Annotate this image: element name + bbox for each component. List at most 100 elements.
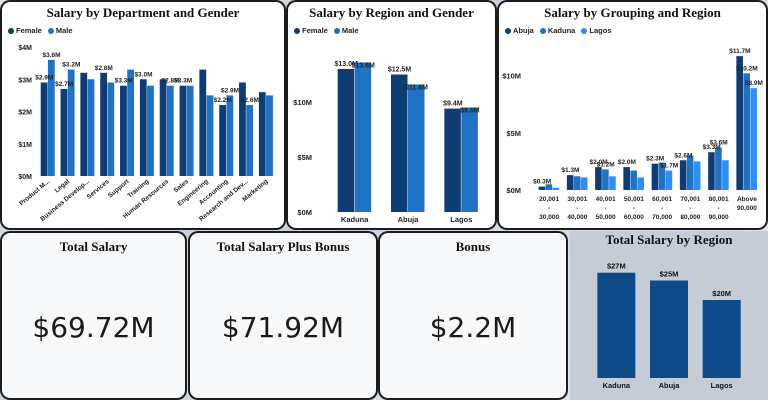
data-label: $2.2M: [214, 97, 232, 104]
legend-swatch: [8, 27, 14, 34]
bar: [623, 167, 630, 190]
x-tick-label: 80,000: [680, 214, 700, 221]
legend-item[interactable]: Female: [8, 26, 42, 35]
bar: [538, 186, 546, 190]
y-tick-label: $0M: [18, 174, 32, 181]
y-tick-label: $4M: [18, 45, 32, 52]
chart-title: Total Salary by Region: [605, 232, 733, 247]
chart-title: Salary by Department and Gender: [46, 5, 240, 20]
data-label: $3.3M: [703, 144, 721, 151]
x-tick-label: 50,001: [624, 196, 644, 203]
bar: [602, 169, 609, 190]
grouping-region-card: Salary by Grouping and Region Abuja Kadu…: [499, 2, 766, 228]
x-tick-label: 30,000: [539, 214, 559, 221]
bar: [708, 152, 715, 190]
data-label: $2.9M: [221, 87, 239, 94]
total-salary-plus-bonus-card: Total Salary Plus Bonus $71.92M: [190, 233, 376, 398]
kpi-value: $2.2M: [429, 311, 517, 344]
data-label: $2.0M: [590, 159, 608, 166]
bar: [743, 73, 750, 190]
legend-item[interactable]: Male: [47, 26, 73, 35]
data-label: $2.8M: [161, 78, 179, 85]
total-salary-region-card: Total Salary by Region $27M Kaduna $25M Abu…: [570, 231, 768, 400]
legend-label: Female: [302, 26, 328, 35]
bar: [750, 88, 757, 190]
data-label: $20M: [712, 289, 731, 298]
data-label: $27M: [607, 262, 626, 271]
data-label: $9.5M: [460, 108, 480, 115]
bar: [127, 69, 135, 176]
bar: [147, 85, 154, 176]
bar: [120, 85, 127, 176]
bar: [100, 72, 108, 176]
bar: [637, 177, 644, 190]
legend-label: Abuja: [513, 26, 534, 35]
legend-label: Kaduna: [547, 26, 576, 35]
bar: [199, 69, 207, 176]
x-tick-label: Abuja: [398, 215, 420, 224]
bar: [40, 82, 48, 176]
bar: [159, 79, 167, 176]
data-label: $1.7M: [660, 163, 678, 170]
data-label: $2.8M: [95, 65, 113, 72]
legend-swatch: [539, 27, 546, 34]
x-tick-label: Abuja: [659, 381, 681, 390]
x-tick-label: 40,001: [596, 196, 616, 203]
bar: [408, 84, 425, 212]
legend-item[interactable]: Abuja: [505, 26, 534, 35]
kpi-value: $71.92M: [221, 311, 345, 344]
y-tick-label: $5M: [506, 129, 521, 138]
region-gender-chart: $0M $5M $10M $13.0M$13.6M Kaduna $12.5M $11.6M…: [293, 61, 480, 224]
x-tick-label: Kaduna: [603, 381, 631, 390]
legend-item[interactable]: Kaduna: [539, 26, 576, 35]
bar: [139, 79, 147, 176]
bar: [206, 95, 214, 176]
bar: [595, 167, 602, 190]
legend: Female Male: [294, 26, 359, 35]
legend-item[interactable]: Lagos: [581, 26, 611, 35]
y-tick-label: $3M: [18, 77, 32, 84]
x-tick-label: Above: [737, 196, 757, 203]
legend-swatch: [333, 27, 340, 34]
bar: [651, 163, 659, 190]
data-label: $2.6M: [674, 152, 692, 159]
y-tick-label: $10M: [502, 72, 521, 81]
legend: Female Male: [8, 26, 73, 35]
data-label: $3.3M: [174, 78, 192, 85]
legend-swatch: [47, 27, 54, 34]
legend-item[interactable]: Male: [333, 26, 359, 35]
kpi-title: Total Salary: [59, 239, 128, 254]
y-tick-label: $1M: [18, 142, 32, 149]
x-tick-label: 90,000: [709, 214, 729, 221]
legend-label: Male: [341, 26, 359, 35]
legend-label: Male: [55, 26, 73, 35]
x-tick-label: 70,001: [680, 196, 700, 203]
data-label: $12.5M: [388, 67, 412, 74]
x-tick-label: 60,000: [624, 214, 644, 221]
bar: [166, 85, 174, 176]
x-tick-label: 90,000: [737, 205, 757, 212]
kpi-value: $69.72M: [32, 311, 155, 344]
x-tick-label: -: [661, 205, 663, 212]
x-tick-label: -: [548, 205, 550, 212]
data-label: $2.6M: [241, 97, 259, 104]
kpi-title: Total Salary Plus Bonus: [216, 239, 350, 254]
kpi-title: Bonus: [455, 239, 491, 254]
y-tick-label: $2M: [18, 110, 32, 117]
legend-swatch: [505, 27, 511, 34]
bonus-card: Bonus $2.2M: [380, 233, 566, 398]
bar: [239, 82, 246, 176]
bar: [552, 187, 560, 190]
bar: [630, 170, 637, 190]
data-label: $2.7M: [55, 81, 73, 88]
bar: [545, 184, 553, 190]
grouping-region-chart: $0M $5M $10M 20,001 - 30,000 30,001 - 40,000 40,0…: [502, 48, 763, 221]
x-tick-label: 20,001: [539, 196, 559, 203]
data-label: $1.2M: [597, 161, 615, 168]
legend-item[interactable]: Female: [294, 26, 328, 35]
bar: [722, 160, 729, 190]
data-label: $2.9M: [35, 74, 53, 81]
chart-title: Salary by Region and Gender: [309, 5, 474, 20]
data-label: $1.3M: [561, 167, 579, 174]
